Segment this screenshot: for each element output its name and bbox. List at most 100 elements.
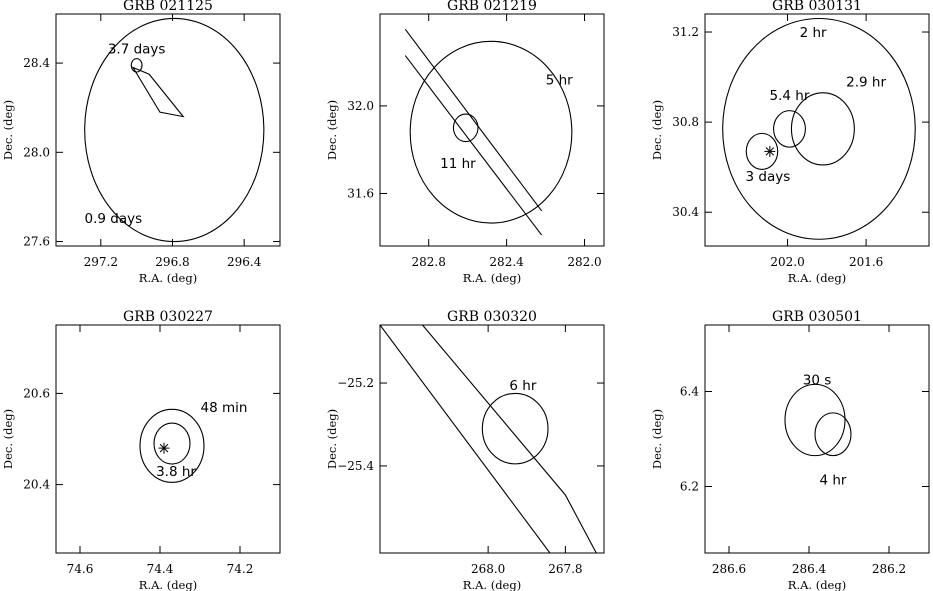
region-label: 30 s	[803, 373, 832, 389]
error-circle	[773, 110, 806, 148]
x-tick-label: 286.2	[872, 562, 906, 576]
region-label: 6 hr	[509, 378, 536, 394]
region-label: 4 hr	[820, 472, 847, 488]
y-tick-label: 20.4	[23, 478, 50, 492]
error-circle	[722, 17, 916, 240]
error-regions	[139, 408, 205, 483]
x-tick-label: 202.0	[770, 255, 804, 269]
plot-frame	[55, 13, 281, 247]
panel-5: GRB 030320 268.0 267.8 −25.4 −25.2 R.A. (deg)…	[325, 309, 605, 591]
afterglow-star-marker	[764, 145, 776, 157]
y-axis-label: Dec. (deg)	[650, 100, 664, 160]
panel-1: GRB 021125 297.2 296.8 296.4 27.6 28.0 28.4 R.A…	[1, 0, 281, 285]
y-tick-label: 31.6	[347, 186, 374, 200]
panel-4: GRB 030227 74.6 74.4 74.2 20.4 20.6 R.A. (deg)…	[1, 309, 281, 591]
panel-title: GRB 030227	[123, 309, 213, 325]
plot-frame	[379, 13, 605, 247]
error-regions	[722, 17, 916, 240]
plot-frame	[55, 324, 281, 554]
x-axis-label: R.A. (deg)	[463, 271, 521, 285]
region-label: 2.9 hr	[846, 75, 886, 91]
y-tick-label: −25.4	[337, 459, 374, 473]
region-label: 2 hr	[800, 25, 827, 41]
error-circle	[84, 17, 265, 243]
x-tick-label: 296.4	[227, 255, 262, 269]
y-tick-label: 28.0	[23, 145, 50, 159]
ipn-annulus-line	[404, 55, 543, 236]
panel-2: GRB 021219 282.8 282.4 282.0 31.6 32.0 R.A. (d…	[325, 0, 605, 285]
panel-title: GRB 021125	[123, 0, 213, 14]
error-circle	[153, 422, 191, 465]
y-axis-label: Dec. (deg)	[325, 100, 339, 160]
region-label: 0.9 days	[85, 211, 143, 227]
panel-title: GRB 030131	[772, 0, 862, 14]
y-axis-label: Dec. (deg)	[650, 409, 664, 469]
region-label: 5.4 hr	[770, 88, 810, 104]
x-axis-label: R.A. (deg)	[139, 271, 197, 285]
x-tick-label: 296.8	[155, 255, 189, 269]
error-regions	[784, 383, 852, 457]
error-regions	[84, 17, 265, 243]
region-label: 11 hr	[440, 156, 476, 172]
error-circle	[130, 58, 143, 73]
x-tick-label: 282.0	[567, 255, 601, 269]
x-tick-label: 297.2	[84, 255, 118, 269]
ipn-annulus-line	[404, 28, 543, 212]
error-circle	[409, 40, 573, 224]
x-axis-label: R.A. (deg)	[139, 578, 197, 591]
error-circle	[784, 383, 846, 457]
error-circle	[814, 412, 852, 457]
afterglow-star-marker	[158, 442, 170, 454]
error-regions	[404, 28, 573, 236]
y-tick-label: 6.4	[680, 385, 699, 399]
panel-title: GRB 030320	[447, 309, 537, 325]
panel-3: GRB 030131 202.0 201.6 30.4 30.8 31.2 R.A. (de…	[650, 0, 930, 285]
error-circle	[481, 392, 549, 465]
panel-title: GRB 030501	[772, 309, 862, 325]
y-tick-label: 6.2	[680, 480, 699, 494]
x-axis-label: R.A. (deg)	[788, 271, 846, 285]
x-tick-label: 268.0	[471, 562, 505, 576]
region-label: 5 hr	[546, 73, 573, 89]
x-tick-label: 201.6	[849, 255, 883, 269]
error-circle	[745, 132, 779, 170]
region-label: 48 min	[201, 400, 248, 416]
x-tick-label: 267.8	[548, 562, 582, 576]
y-axis-label: Dec. (deg)	[1, 409, 15, 469]
y-tick-label: 30.4	[672, 205, 699, 219]
ipn-annulus-line	[422, 325, 597, 553]
x-tick-label: 74.4	[147, 562, 174, 576]
x-tick-label: 282.8	[412, 255, 446, 269]
y-tick-label: 27.6	[23, 235, 50, 249]
error-regions	[380, 325, 597, 553]
x-tick-label: 286.6	[712, 562, 746, 576]
y-tick-label: 32.0	[347, 99, 374, 113]
error-box	[131, 66, 185, 118]
y-tick-label: 28.4	[23, 56, 50, 70]
x-tick-label: 74.6	[67, 562, 94, 576]
y-axis-label: Dec. (deg)	[325, 409, 339, 469]
x-axis-label: R.A. (deg)	[788, 578, 846, 591]
plot-frame	[704, 324, 930, 554]
x-tick-label: 286.4	[792, 562, 827, 576]
ipn-annulus-line	[380, 325, 551, 553]
panel-title: GRB 021219	[447, 0, 537, 14]
x-tick-label: 282.4	[489, 255, 524, 269]
plot-frame	[704, 13, 930, 247]
y-tick-label: 30.8	[672, 115, 699, 129]
y-tick-label: −25.2	[337, 376, 374, 390]
panel-6: GRB 030501 286.6 286.4 286.2 6.2 6.4 R.A. (deg…	[650, 309, 930, 591]
y-axis-label: Dec. (deg)	[1, 100, 15, 160]
region-label: 3.8 hr	[156, 464, 196, 480]
plot-frame	[379, 324, 605, 554]
region-label: 3.7 days	[108, 42, 166, 58]
y-tick-label: 20.6	[23, 386, 50, 400]
x-tick-label: 74.2	[227, 562, 254, 576]
y-tick-label: 31.2	[672, 25, 699, 39]
error-circle	[452, 113, 479, 143]
x-axis-label: R.A. (deg)	[463, 578, 521, 591]
error-circle	[790, 92, 855, 166]
region-label: 3 days	[746, 169, 791, 185]
error-circle	[139, 408, 205, 483]
